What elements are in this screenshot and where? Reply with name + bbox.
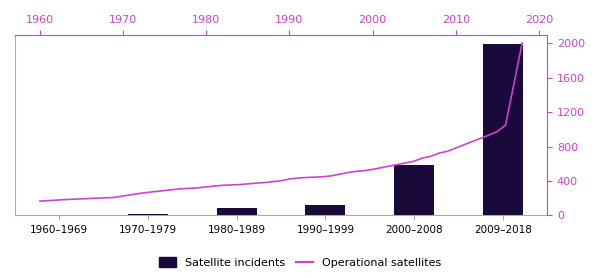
Bar	[217, 208, 257, 215]
Bar	[128, 214, 168, 215]
Bar	[394, 165, 434, 215]
Bar	[483, 44, 523, 215]
Legend: Satellite incidents, Operational satellites: Satellite incidents, Operational satelli…	[155, 253, 445, 272]
Bar	[305, 205, 346, 215]
